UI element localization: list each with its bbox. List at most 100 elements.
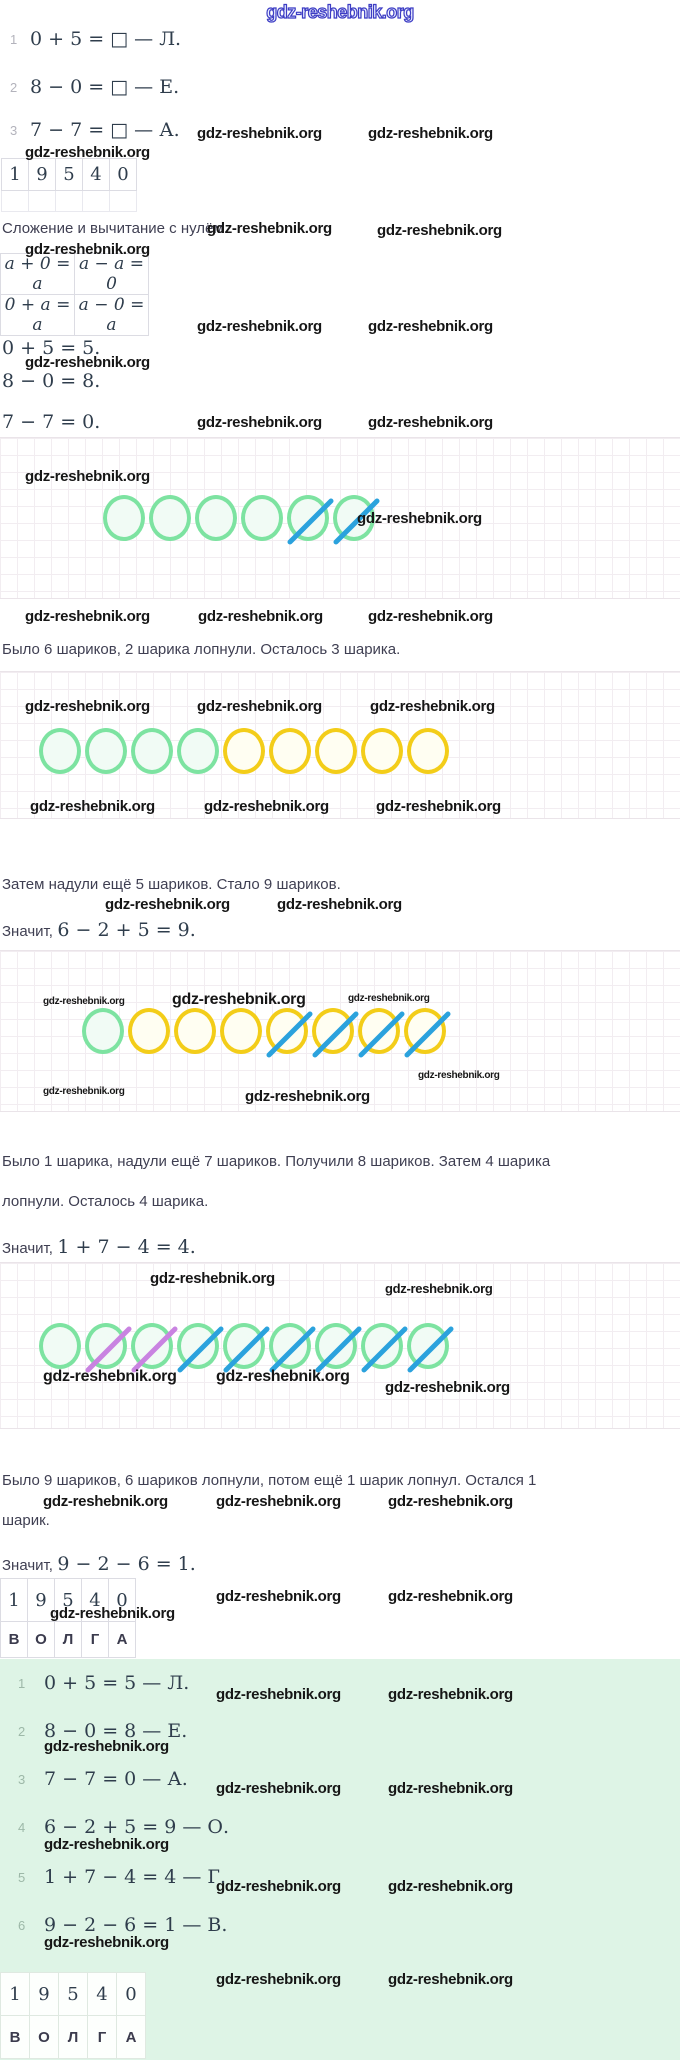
balloon-yellow [128, 1008, 170, 1054]
site-watermark: gdz-reshebnik.org [25, 468, 150, 485]
balloon-yellow [220, 1008, 262, 1054]
table-cell: 1 [1, 158, 29, 191]
problem-number: 2 [10, 80, 18, 95]
site-watermark: gdz-reshebnik.org [388, 1686, 513, 1703]
table-cell: 0 + a = a [0, 294, 75, 336]
balloon-green [241, 495, 283, 541]
balloon-green [39, 1323, 81, 1369]
site-watermark: gdz-reshebnik.org [216, 1493, 341, 1510]
site-watermark: gdz-reshebnik.org [368, 414, 493, 431]
conclusion-line: Значит, 1 + 7 − 4 = 4. [2, 1236, 196, 1258]
site-watermark: gdz-reshebnik.org [388, 1493, 513, 1510]
balloon-green [360, 1323, 409, 1374]
story-text: Затем надули ещё 5 шариков. Стало 9 шари… [2, 876, 341, 893]
table-cell: 5 [58, 1972, 88, 2016]
answer-equation: 9 − 2 − 6 = 1 — В. [44, 1914, 228, 1936]
solution-equation: 7 − 7 = 0. [2, 411, 101, 433]
site-watermark: gdz-reshebnik.org [25, 698, 150, 715]
site-watermark: gdz-reshebnik.org [197, 318, 322, 335]
balloon-row [82, 1008, 452, 1059]
site-watermark: gdz-reshebnik.org [368, 318, 493, 335]
balloon-row [103, 495, 381, 546]
site-watermark: gdz-reshebnik.org [388, 1780, 513, 1797]
crossout-slash-icon [265, 1010, 314, 1059]
table-cell: Г [81, 1621, 109, 1658]
site-watermark: gdz-reshebnik.org [105, 896, 230, 913]
site-watermark: gdz-reshebnik.org [43, 1493, 168, 1510]
site-watermark: gdz-reshebnik.org [377, 222, 502, 239]
answer-row: 1 0 + 5 = 5 — Л. [0, 1672, 680, 1696]
site-watermark: gdz-reshebnik.org [418, 1070, 500, 1081]
site-watermark: gdz-reshebnik.org [216, 1878, 341, 1895]
table-cell: a + 0 = a [0, 253, 75, 295]
story-text: Было 1 шарика, надули ещё 7 шариков. Пол… [2, 1153, 551, 1170]
table-cell: В [0, 2015, 30, 2059]
site-watermark: gdz-reshebnik.org [207, 220, 332, 237]
balloon-green [177, 728, 219, 774]
table-cell: О [29, 2015, 59, 2059]
site-watermark: gdz-reshebnik.org [43, 1086, 125, 1097]
table-cell: 0 [108, 1578, 136, 1622]
crossout-slash-icon [314, 1325, 363, 1374]
answer-equation: 8 − 0 = 8 — Е. [44, 1720, 188, 1742]
balloon-green [39, 728, 81, 774]
answer-number: 6 [18, 1918, 26, 1933]
crossout-slash-icon [360, 1325, 409, 1374]
table-cell: a − 0 = a [74, 294, 149, 336]
table-cell [82, 190, 110, 212]
balloon-green [314, 1323, 363, 1374]
balloon-yellow [174, 1008, 216, 1054]
answer-row: 3 7 − 7 = 0 — А. [0, 1768, 680, 1792]
site-watermark: gdz-reshebnik.org [25, 144, 150, 161]
conclusion-label: Значит, [2, 923, 53, 940]
answer-number: 4 [18, 1820, 26, 1835]
story-text: лопнули. Осталось 4 шарика. [2, 1193, 209, 1210]
site-watermark-header: gdz-reshebnik.org [266, 1, 415, 22]
table-cell: Л [58, 2015, 88, 2059]
problem-number: 3 [10, 123, 18, 138]
site-watermark: gdz-reshebnik.org [44, 1934, 169, 1951]
balloon-green [195, 495, 237, 541]
site-watermark: gdz-reshebnik.org [204, 798, 329, 815]
problem-equation: 0 + 5 = □ — Л. [30, 28, 182, 50]
table-cell [1, 190, 29, 212]
site-watermark: gdz-reshebnik.org [388, 1878, 513, 1895]
conclusion-line: Значит, 6 − 2 + 5 = 9. [2, 919, 196, 941]
answer-number: 2 [18, 1724, 26, 1739]
table-cell: 1 [0, 1972, 30, 2016]
solution-equation: 8 − 0 = 8. [2, 370, 101, 392]
solution-equation: 0 + 5 = 5. [2, 337, 101, 359]
site-watermark: gdz-reshebnik.org [25, 354, 150, 371]
site-watermark: gdz-reshebnik.org [216, 1780, 341, 1797]
site-watermark: gdz-reshebnik.org [370, 698, 495, 715]
crossout-slash-icon [406, 1325, 455, 1374]
site-watermark: gdz-reshebnik.org [197, 698, 322, 715]
story-text: Было 6 шариков, 2 шарика лопнули. Остало… [2, 641, 401, 658]
site-watermark: gdz-reshebnik.org [216, 1971, 341, 1988]
site-watermark: gdz-reshebnik.org [25, 608, 150, 625]
table-cell: 0 [116, 1972, 146, 2016]
balloon-green [130, 1323, 179, 1374]
conclusion-equation: 9 − 2 − 6 = 1. [57, 1553, 196, 1575]
site-watermark: gdz-reshebnik.org [197, 125, 322, 142]
conclusion-label: Значит, [2, 1240, 53, 1257]
balloon-yellow [311, 1008, 360, 1059]
balloon-row [39, 1323, 455, 1374]
answer-equation: 6 − 2 + 5 = 9 — О. [44, 1816, 230, 1838]
answer-equation: 7 − 7 = 0 — А. [44, 1768, 188, 1790]
crossout-slash-icon [268, 1325, 317, 1374]
balloon-green [85, 728, 127, 774]
balloon-green [176, 1323, 225, 1374]
table-cell: 9 [29, 1972, 59, 2016]
table-cell: О [27, 1621, 55, 1658]
crossout-slash-icon [403, 1010, 452, 1059]
balloon-grid-3 [0, 950, 680, 1112]
site-watermark: gdz-reshebnik.org [385, 1281, 493, 1296]
crossout-slash-icon [176, 1325, 225, 1374]
table-cell: Л [54, 1621, 82, 1658]
answer-number: 1 [18, 1676, 26, 1691]
site-watermark: gdz-reshebnik.org [368, 608, 493, 625]
answer-row: 2 8 − 0 = 8 — Е. [0, 1720, 680, 1744]
site-watermark: gdz-reshebnik.org [216, 1686, 341, 1703]
